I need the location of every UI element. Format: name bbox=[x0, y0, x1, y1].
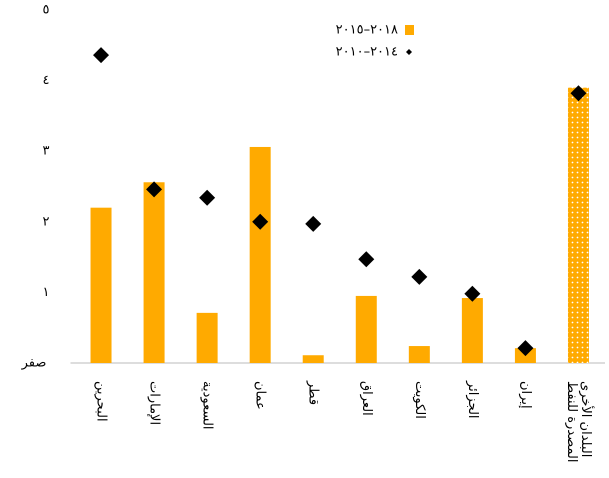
diamond-marker bbox=[93, 47, 110, 64]
x-tick-label: العراق bbox=[359, 381, 374, 416]
bar bbox=[196, 312, 218, 363]
bar bbox=[408, 346, 430, 363]
diamond-marker bbox=[464, 285, 481, 302]
y-tick-label: صفر bbox=[21, 356, 47, 371]
x-tick-label: إيران bbox=[518, 381, 533, 409]
y-tick-label: ٣ bbox=[43, 144, 50, 159]
x-tick-label: البلدان الأخرى bbox=[578, 381, 595, 457]
legend-label: ٢٠١٤–٢٠١٠ bbox=[336, 45, 398, 60]
bar bbox=[143, 182, 165, 363]
diamond-marker bbox=[305, 215, 322, 232]
x-tick-label: الكويت bbox=[412, 381, 427, 419]
x-tick-label: الإمارات bbox=[147, 381, 162, 425]
diamond-marker bbox=[199, 189, 216, 206]
x-tick-label: قطر bbox=[306, 380, 321, 405]
diamond-marker bbox=[517, 340, 534, 357]
bar bbox=[302, 355, 324, 363]
bar bbox=[249, 146, 271, 363]
diamond-marker bbox=[358, 251, 375, 268]
diamond-marker bbox=[252, 213, 269, 230]
y-tick-label: ١ bbox=[43, 285, 50, 300]
diamond-marker bbox=[146, 181, 163, 198]
x-tick-label: المصدرة للنفط bbox=[564, 381, 579, 463]
bar bbox=[461, 298, 483, 363]
y-tick-label: ٤ bbox=[43, 73, 50, 88]
y-tick-label: ٢ bbox=[43, 214, 50, 229]
diamond-marker bbox=[411, 268, 428, 285]
legend-label: ٢٠١٨–٢٠١٥ bbox=[336, 23, 398, 38]
x-tick-label: عمان bbox=[253, 381, 268, 410]
x-tick-label: البحرين bbox=[94, 381, 109, 422]
bar bbox=[90, 207, 112, 363]
diamond-marker bbox=[570, 85, 587, 102]
legend-box bbox=[180, 18, 420, 78]
legend-swatch bbox=[406, 49, 412, 55]
legend-swatch bbox=[405, 25, 414, 35]
x-tick-label: الجزائر bbox=[465, 380, 480, 419]
y-tick-label: ٥ bbox=[43, 3, 50, 18]
bar bbox=[567, 87, 589, 363]
bar bbox=[355, 295, 377, 363]
x-tick-label: السعودية bbox=[200, 381, 215, 430]
